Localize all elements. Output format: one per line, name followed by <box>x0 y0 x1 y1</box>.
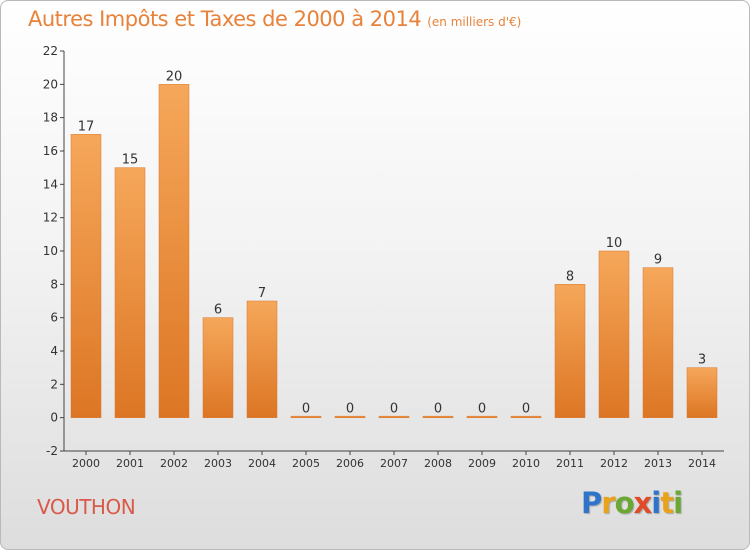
x-tick-label: 2009 <box>468 457 496 470</box>
x-tick-label: 2003 <box>204 457 232 470</box>
logo-letter: r <box>601 486 615 520</box>
x-axis: 2000 2001 2002 2003 2004 2005 2006 2007 2008 2009… <box>64 450 724 470</box>
bar-series <box>70 84 718 418</box>
bar <box>378 415 410 418</box>
x-tick-label: 2012 <box>600 457 628 470</box>
bar <box>510 415 542 418</box>
bar-value-label: 20 <box>166 69 183 84</box>
bar-value-label: 9 <box>654 253 662 268</box>
y-axis: -2 0 2 4 6 8 10 12 14 16 18 20 22 <box>43 44 65 458</box>
bar <box>202 317 234 418</box>
bar-value-label: 0 <box>346 402 354 417</box>
x-tick-label: 2007 <box>380 457 408 470</box>
logo-letter: i <box>673 486 683 520</box>
bar <box>70 134 102 418</box>
x-tick-label: 2001 <box>116 457 144 470</box>
bar-value-label: 7 <box>258 286 266 301</box>
chart-title: Autres Impôts et Taxes de 2000 à 2014 <box>28 7 422 31</box>
bar <box>554 284 586 418</box>
proxiti-logo: Proxiti <box>581 486 683 520</box>
bar <box>422 415 454 418</box>
bar <box>290 415 322 418</box>
bar-value-label: 0 <box>478 402 486 417</box>
bar-value-label: 0 <box>522 402 530 417</box>
chart-subtitle: (en milliers d'€) <box>427 15 522 29</box>
bar <box>114 167 146 418</box>
y-tick-label: 14 <box>43 177 58 191</box>
bar-value-label: 0 <box>390 402 398 417</box>
bar-value-label: 3 <box>698 353 706 368</box>
commune-name: VOUTHON <box>37 495 136 519</box>
x-tick-label: 2000 <box>72 457 100 470</box>
bar-value-label: 0 <box>302 402 310 417</box>
x-tick-label: 2008 <box>424 457 452 470</box>
x-tick-label: 2006 <box>336 457 364 470</box>
logo-letter: x <box>633 486 653 520</box>
y-tick-label: 20 <box>43 77 58 91</box>
chart-title-block: Autres Impôts et Taxes de 2000 à 2014 (en… <box>28 7 521 31</box>
bar-value-label: 8 <box>566 269 574 284</box>
x-tick-label: 2010 <box>512 457 540 470</box>
bar-value-label: 6 <box>214 303 222 318</box>
logo-letter: i <box>651 486 661 520</box>
x-tick-label: 2011 <box>556 457 584 470</box>
y-tick-label: 18 <box>43 111 58 125</box>
bar-value-label: 17 <box>78 119 95 134</box>
y-tick-label: 4 <box>50 344 58 358</box>
y-tick-label: 12 <box>43 211 58 225</box>
y-tick-label: -2 <box>46 444 58 458</box>
y-tick-label: 2 <box>50 377 58 391</box>
y-tick-label: 16 <box>43 144 58 158</box>
y-tick-label: 0 <box>50 411 58 425</box>
bar <box>598 250 630 418</box>
logo-letter: t <box>660 486 674 520</box>
bar <box>642 267 674 418</box>
bar <box>466 415 498 418</box>
y-tick-label: 8 <box>50 277 58 291</box>
logo-letter: P <box>581 486 602 520</box>
bar-value-label: 10 <box>606 236 623 251</box>
x-tick-label: 2005 <box>292 457 320 470</box>
bar-value-label: 0 <box>434 402 442 417</box>
x-tick-label: 2013 <box>644 457 672 470</box>
y-tick-label: 6 <box>50 311 58 325</box>
x-tick-label: 2014 <box>688 457 716 470</box>
bar <box>334 415 366 418</box>
x-tick-label: 2004 <box>248 457 276 470</box>
bar <box>246 300 278 418</box>
x-tick-label: 2002 <box>160 457 188 470</box>
bar <box>158 84 190 418</box>
bar <box>686 367 718 418</box>
value-labels: 17 15 20 6 7 0 0 0 0 0 0 8 10 9 3 <box>78 69 706 416</box>
logo-letter: o <box>614 486 635 520</box>
bar-value-label: 15 <box>122 153 139 168</box>
y-tick-label: 22 <box>43 44 58 58</box>
y-tick-label: 10 <box>43 244 58 258</box>
